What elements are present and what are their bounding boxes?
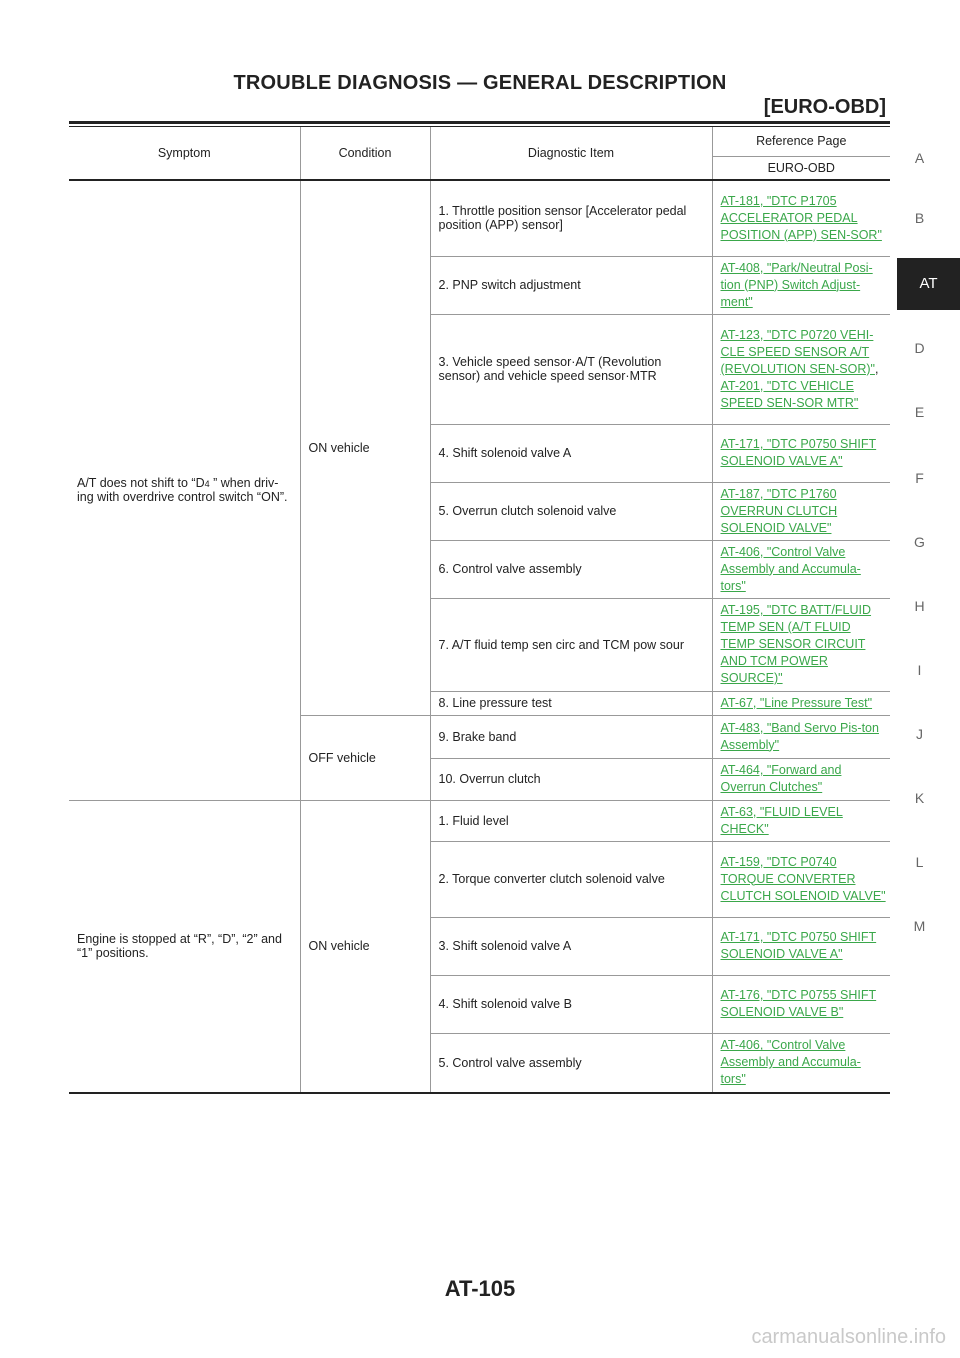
diagnostic-item: 10. Overrun clutch (430, 758, 713, 801)
condition-cell: ON vehicle (300, 180, 431, 716)
section-tab-at-active[interactable]: AT (897, 258, 960, 310)
reference-link[interactable]: AT-67, "Line Pressure Test" (720, 695, 873, 710)
diagnostic-item: 5. Overrun clutch solenoid valve (430, 482, 713, 541)
reference-link[interactable]: AT-63, "FLUID LEVEL CHECK" (720, 804, 843, 836)
reference-cell: AT-406, "Control Valve Assembly and Accu… (712, 1033, 890, 1094)
reference-link[interactable]: AT-171, "DTC P0750 SHIFT SOLENOID VALVE … (720, 930, 877, 961)
reference-cell: AT-483, "Band Servo Pis-ton Assembly" (712, 715, 890, 759)
section-tab-l[interactable]: L (915, 854, 924, 870)
diagnostic-item: 6. Control valve assembly (430, 540, 713, 599)
reference-cell: AT-63, "FLUID LEVEL CHECK" (712, 800, 890, 842)
section-tab-m[interactable]: M (913, 918, 926, 934)
diagnostic-item: 4. Shift solenoid valve B (430, 975, 713, 1034)
page-subtitle: [EURO-OBD] (763, 96, 886, 118)
reference-link[interactable]: AT-159, "DTC P0740 TORQUE CONVERTER CLUT… (720, 854, 886, 903)
diagnostic-item: 3. Shift solenoid valve A (430, 917, 713, 976)
section-tab-d[interactable]: D (914, 340, 925, 356)
symptom-header: Symptom (69, 127, 301, 181)
reference-cell: AT-464, "Forward and Overrun Clutches" (712, 758, 890, 801)
reference-cell: AT-67, "Line Pressure Test" (712, 691, 890, 716)
reference-cell: AT-408, "Park/Neutral Posi-tion (PNP) Sw… (712, 256, 890, 315)
condition-header: Condition (300, 127, 431, 181)
reference-link[interactable]: AT-195, "DTC BATT/FLUID TEMP SEN (A/T FL… (720, 603, 872, 685)
reference-link[interactable]: AT-201, "DTC VEHICLE SPEED SEN-SOR MTR" (720, 378, 859, 410)
section-tab-b[interactable]: B (914, 210, 925, 226)
diagnosis-table: Symptom Condition Diagnostic Item Refere… (69, 127, 890, 1094)
condition-cell: OFF vehicle (300, 715, 431, 801)
diagnostic-item: 8. Line pressure test (430, 691, 713, 716)
page-number: AT-105 (444, 1276, 516, 1301)
section-tab-e[interactable]: E (914, 404, 925, 420)
section-tab-i[interactable]: I (917, 662, 922, 678)
diagnostic-item: 1. Fluid level (430, 800, 713, 842)
reference-link[interactable]: AT-408, "Park/Neutral Posi-tion (PNP) Sw… (720, 260, 873, 309)
diagnostic-item: 1. Throttle position sensor [Accelerator… (430, 180, 713, 257)
section-tab-k[interactable]: K (914, 790, 925, 806)
header-rule (69, 121, 890, 124)
watermark: carmanualsonline.info (751, 1326, 946, 1348)
reference-cell: AT-171, "DTC P0750 SHIFT SOLENOID VALVE … (712, 424, 890, 483)
reference-link[interactable]: AT-464, "Forward and Overrun Clutches" (720, 763, 842, 794)
euro-obd-header: EURO-OBD (712, 156, 890, 181)
diagnostic-item-header: Diagnostic Item (430, 127, 713, 181)
symptom-cell: A/T does not shift to “D4 ” when driv-in… (69, 180, 301, 801)
diagnostic-item: 9. Brake band (430, 715, 713, 759)
diagnostic-item: 2. Torque converter clutch solenoid valv… (430, 841, 713, 918)
reference-page-header: Reference Page (712, 127, 890, 157)
section-tab-f[interactable]: F (915, 470, 924, 486)
symptom-cell: Engine is stopped at “R”, “D”, “2” and “… (69, 800, 301, 1094)
reference-cell: AT-181, "DTC P1705 ACCELERATOR PEDAL POS… (712, 180, 890, 257)
reference-cell: AT-187, "DTC P1760 OVERRUN CLUTCH SOLENO… (712, 482, 890, 541)
section-tab-h[interactable]: H (914, 598, 925, 614)
reference-link[interactable]: AT-123, "DTC P0720 VEHI-CLE SPEED SENSOR… (720, 327, 875, 376)
reference-cell: AT-406, "Control Valve Assembly and Accu… (712, 540, 890, 599)
section-tab-g[interactable]: G (914, 534, 925, 550)
reference-link[interactable]: AT-406, "Control Valve Assembly and Accu… (720, 544, 861, 593)
reference-cell: AT-159, "DTC P0740 TORQUE CONVERTER CLUT… (712, 841, 890, 918)
reference-link[interactable]: AT-181, "DTC P1705 ACCELERATOR PEDAL POS… (720, 193, 882, 242)
reference-link[interactable]: AT-176, "DTC P0755 SHIFT SOLENOID VALVE … (720, 988, 877, 1019)
reference-link[interactable]: AT-171, "DTC P0750 SHIFT SOLENOID VALVE … (720, 437, 877, 468)
reference-cell: AT-195, "DTC BATT/FLUID TEMP SEN (A/T FL… (712, 598, 890, 692)
condition-cell: ON vehicle (300, 800, 431, 1094)
diagnostic-item: 2. PNP switch adjustment (430, 256, 713, 315)
header-rule-thin (69, 126, 890, 127)
reference-cell: AT-176, "DTC P0755 SHIFT SOLENOID VALVE … (712, 975, 890, 1034)
section-tab-a[interactable]: A (914, 150, 925, 166)
reference-link[interactable]: AT-483, "Band Servo Pis-ton Assembly" (720, 720, 879, 752)
diagnostic-item: 3. Vehicle speed sensor·A/T (Revolution … (430, 314, 713, 425)
page-title: TROUBLE DIAGNOSIS — GENERAL DESCRIPTION (233, 72, 727, 94)
diagnostic-item: 5. Control valve assembly (430, 1033, 713, 1094)
section-tab-j[interactable]: J (916, 726, 923, 742)
reference-cell: AT-171, "DTC P0750 SHIFT SOLENOID VALVE … (712, 917, 890, 976)
reference-link[interactable]: AT-187, "DTC P1760 OVERRUN CLUTCH SOLENO… (720, 486, 838, 535)
diagnostic-item: 4. Shift solenoid valve A (430, 424, 713, 483)
reference-cell: AT-123, "DTC P0720 VEHI-CLE SPEED SENSOR… (712, 314, 890, 425)
diagnostic-item: 7. A/T fluid temp sen circ and TCM pow s… (430, 598, 713, 692)
reference-link[interactable]: AT-406, "Control Valve Assembly and Accu… (720, 1038, 861, 1087)
